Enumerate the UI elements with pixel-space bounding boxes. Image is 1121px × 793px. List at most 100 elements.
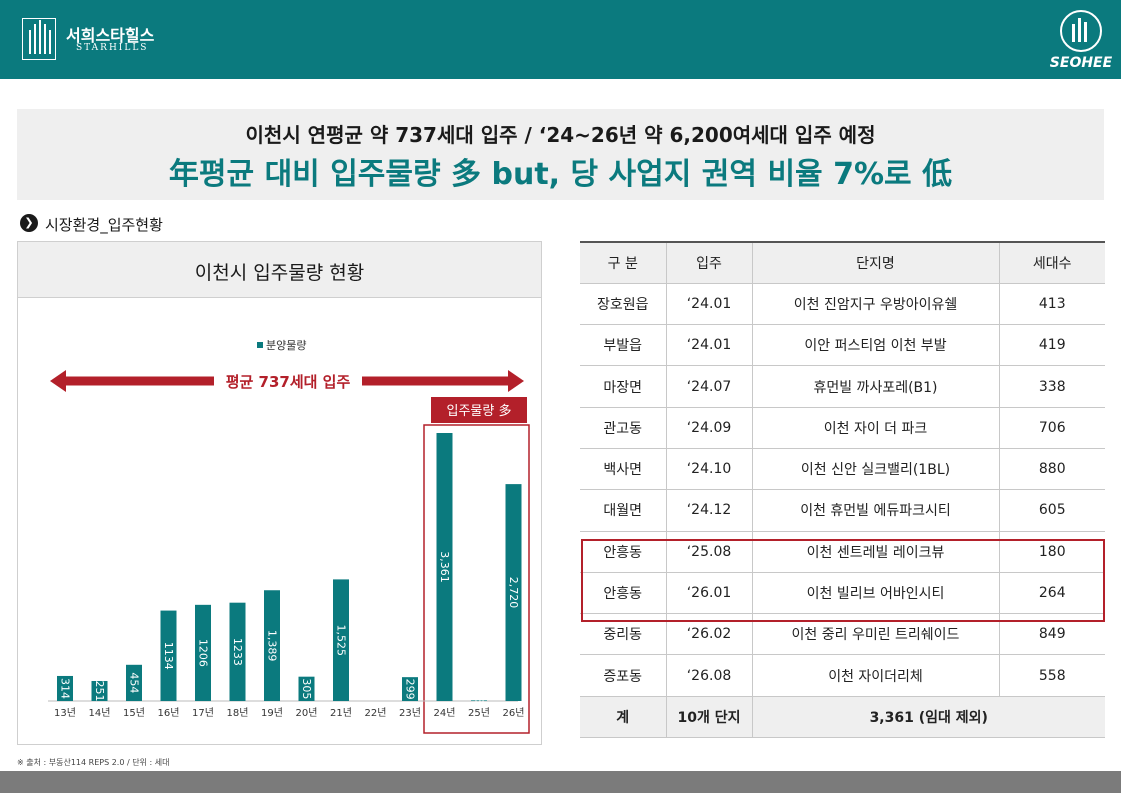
table-cell: 605 — [998, 489, 1105, 532]
brand-name-kr: 서희스타힐스 — [66, 26, 155, 45]
table-cell: 413 — [998, 283, 1105, 326]
table-row: 부발읍 ‘24.01 이안 퍼스티엄 이천 부발 419 — [580, 324, 1105, 367]
table-cell: 장호원읍 — [580, 283, 666, 326]
bar — [229, 602, 246, 701]
header-cell: 입주 — [665, 240, 752, 284]
table-cell: 휴먼빌 까사포레(B1) — [751, 365, 999, 408]
highlight-label-bg — [431, 397, 527, 423]
source-note: ※ 출처 : 부동산114 REPS 2.0 / 단위 : 세대 — [17, 758, 170, 767]
total-sum-cell: 3,361 (임대 제외) — [751, 696, 1105, 739]
table-cell: 백사면 — [580, 448, 666, 491]
bar — [402, 677, 418, 701]
highlight-frame — [423, 424, 530, 734]
chart-title-bar: 이천시 입주물량 현황 — [18, 242, 541, 298]
chart-title: 이천시 입주물량 현황 — [194, 262, 365, 284]
table-cell: 관고동 — [580, 407, 666, 449]
table-cell: 이천 자이 더 파크 — [751, 407, 999, 449]
x-tick-label: 23년 — [399, 707, 421, 719]
top-banner: 서희스타힐스 STARHILLS SEOHEE — [0, 0, 1121, 79]
headline-box: 이천시 연평균 약 737세대 입주 / ‘24~26년 약 6,200여세대 … — [17, 109, 1104, 200]
x-tick-label: 26년 — [503, 707, 525, 719]
table-row: 증포동 ‘26.08 이천 자이더리체 558 — [580, 654, 1105, 697]
bar — [91, 680, 108, 701]
average-arrow-left-head — [50, 370, 66, 392]
table-cell: 880 — [998, 448, 1105, 491]
header-cell: 단지명 — [751, 240, 999, 284]
table-cell: 338 — [998, 365, 1105, 408]
table-total-row: 계 10개 단지 3,361 (임대 제외) — [580, 696, 1105, 739]
average-arrow-right-head — [508, 370, 524, 392]
x-tick-label: 22년 — [365, 707, 387, 719]
bar-value-label: 251 — [93, 680, 106, 701]
highlight-label: 입주물량 多 — [447, 403, 512, 419]
x-tick-label: 25년 — [468, 707, 490, 719]
header-cell: 구 분 — [580, 240, 666, 284]
table-row: 관고동 ‘24.09 이천 자이 더 파크 706 — [580, 407, 1105, 449]
table-cell: ‘25.08 — [665, 531, 752, 573]
bar — [333, 579, 349, 701]
legend-swatch — [257, 342, 263, 348]
chart-panel: 이천시 입주물량 현황 분양물량 평균 737세대 입주 입주물량 多 314 13년 2… — [17, 241, 542, 745]
table-cell: 이천 빌리브 어바인시티 — [751, 572, 999, 615]
total-cell: 10개 단지 — [665, 696, 752, 739]
chevron-right-icon: ❯ — [20, 214, 38, 232]
table-cell: 마장면 — [580, 365, 666, 408]
x-tick-label: 24년 — [434, 707, 456, 719]
seohee-logo-icon — [1060, 10, 1102, 52]
table-row: 백사면 ‘24.10 이천 신안 실크밸리(1BL) 880 — [580, 448, 1105, 491]
bar — [57, 675, 73, 701]
table-cell: 부발읍 — [580, 324, 666, 367]
bar-value-label: 1,525 — [335, 624, 348, 656]
bar-value-label: 1,389 — [266, 630, 279, 662]
footer-bar — [0, 771, 1121, 793]
table-row: 마장면 ‘24.07 휴먼빌 까사포레(B1) 338 — [580, 365, 1105, 408]
x-tick-label: 14년 — [89, 707, 111, 719]
table-row: 장호원읍 ‘24.01 이천 진암지구 우방아이유쉘 413 — [580, 283, 1105, 326]
table-row: 안흥동 ‘26.01 이천 빌리브 어바인시티 264 — [580, 572, 1105, 615]
table-row: 대월면 ‘24.12 이천 휴먼빌 에듀파크시티 605 — [580, 489, 1105, 532]
starhills-logo-icon — [22, 18, 56, 60]
total-cell: 계 — [580, 696, 666, 739]
x-tick-label: 15년 — [123, 707, 145, 719]
table-cell: ‘24.07 — [665, 365, 752, 408]
bar — [264, 590, 280, 701]
table-cell: 이천 센트레빌 레이크뷰 — [751, 531, 999, 573]
table-cell: ‘24.12 — [665, 489, 752, 532]
table-header-row: 구 분 입주 단지명 세대수 — [580, 240, 1105, 284]
bar-value-label: 8 — [473, 697, 486, 704]
seohee-logo-text: SEOHEE — [1049, 55, 1113, 71]
bar — [160, 610, 177, 701]
headline-sub: 이천시 연평균 약 737세대 입주 / ‘24~26년 약 6,200여세대 … — [245, 123, 876, 147]
section-label: 시장환경_입주현황 — [45, 216, 163, 234]
legend-label: 분양물량 — [266, 339, 306, 352]
header-cell: 세대수 — [998, 240, 1105, 284]
x-tick-label: 19년 — [261, 707, 283, 719]
bar-value-label: 1134 — [162, 642, 175, 670]
average-label-bg — [214, 370, 362, 392]
table-cell: 이천 진암지구 우방아이유쉘 — [751, 283, 999, 326]
x-tick-label: 21년 — [330, 707, 352, 719]
table-cell: ‘26.08 — [665, 654, 752, 697]
table-cell: 558 — [998, 654, 1105, 697]
x-tick-label: 16년 — [158, 707, 180, 719]
bar-value-label: 1233 — [231, 638, 244, 666]
table-cell: 이천 자이더리체 — [751, 654, 999, 697]
x-tick-label: 20년 — [296, 707, 318, 719]
table-cell: 안흥동 — [580, 531, 666, 573]
bar — [505, 484, 522, 701]
bar — [195, 604, 211, 701]
table-cell: 이천 휴먼빌 에듀파크시티 — [751, 489, 999, 532]
x-tick-label: 18년 — [227, 707, 249, 719]
bar — [471, 700, 487, 701]
table-cell: ‘24.10 — [665, 448, 752, 491]
x-tick-label: 13년 — [54, 707, 76, 719]
bar-value-label: 2,720 — [507, 577, 520, 609]
bar — [298, 676, 315, 701]
table-cell: ‘26.01 — [665, 572, 752, 615]
headline-main: 年평균 대비 입주물량 多 but, 당 사업지 권역 비율 7%로 低 — [168, 157, 953, 192]
average-label: 평균 737세대 입주 — [226, 373, 351, 391]
bar-value-label: 3,361 — [438, 551, 451, 583]
table-cell: 증포동 — [580, 654, 666, 697]
table-cell: 419 — [998, 324, 1105, 367]
